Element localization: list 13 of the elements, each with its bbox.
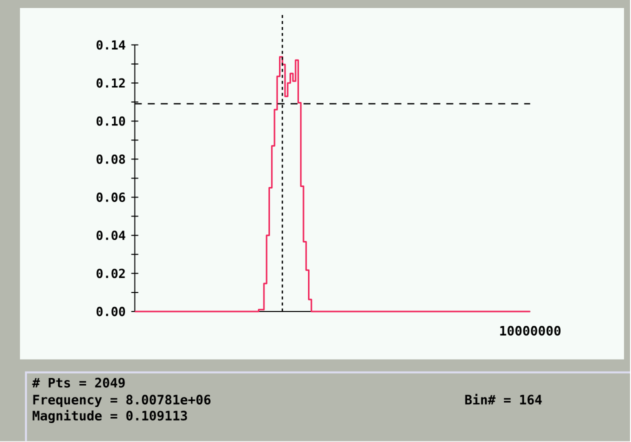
- y-tick-label: 0.10: [96, 116, 126, 126]
- text: # Pts = 2049: [32, 378, 125, 388]
- text: Bin# = 164: [465, 394, 542, 404]
- y-tick-label: 0.08: [96, 154, 126, 164]
- y-tick-label: 0.04: [96, 230, 126, 240]
- y-tick-label: 0.00: [96, 306, 126, 316]
- y-tick-label: 0.14: [96, 40, 126, 50]
- text: 10000000: [500, 326, 561, 336]
- text: Frequency = 8.00781e+06: [33, 394, 210, 407]
- text: Magnitude = 0.109113: [32, 410, 187, 423]
- y-tick-label: 0.02: [96, 268, 125, 278]
- y-tick-label: 0.12: [96, 78, 125, 88]
- y-tick-label: 0.06: [96, 192, 126, 202]
